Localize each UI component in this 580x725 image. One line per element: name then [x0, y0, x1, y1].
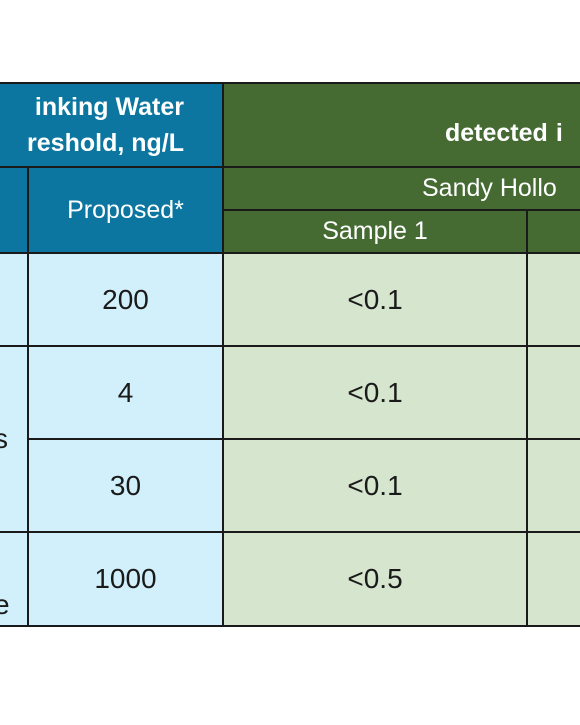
table-row-3-proposed: 30 — [29, 440, 224, 533]
table-row-3-sample-1: <0.1 — [224, 440, 528, 533]
sample-1-value: <0.1 — [347, 283, 403, 315]
sample-1-value: <0.1 — [347, 469, 403, 501]
proposed-value: 200 — [102, 283, 149, 315]
table-row-4-proposed: 1000 — [29, 533, 224, 627]
sample-2-header — [528, 211, 580, 254]
left-label-group-2: s — [0, 347, 29, 533]
sample-1-header: Sample 1 — [224, 211, 528, 254]
detected-header: detected i — [224, 84, 580, 168]
sample-1-value: <0.5 — [347, 563, 403, 594]
table-row-1-sample-1: <0.1 — [224, 254, 528, 347]
header-line-2: reshold, ng/L — [27, 129, 184, 157]
table-row-2-sample-2 — [528, 347, 580, 440]
left-label-group-3: e — [0, 533, 29, 627]
sandy-hollow-label: Sandy Hollo — [422, 174, 557, 202]
detected-label: detected — [445, 118, 548, 147]
table-row-4-sample-1: <0.5 — [224, 533, 528, 627]
table-row-3-sample-2 — [528, 440, 580, 533]
table-row-1-sample-2 — [528, 254, 580, 347]
proposed-value: 4 — [117, 376, 134, 408]
table-row-4-sample-2 — [528, 533, 580, 627]
sample-1-value: <0.1 — [347, 376, 403, 408]
table-top-border — [0, 82, 580, 84]
table-row-2-sample-1: <0.1 — [224, 347, 528, 440]
left-label-fragment-s: s — [0, 423, 8, 455]
table-row-2-proposed: 4 — [29, 347, 224, 440]
left-label-group-1 — [0, 254, 29, 347]
proposed-value: 1000 — [94, 563, 157, 594]
sample-1-label: Sample 1 — [322, 217, 428, 245]
header-line-1: inking Water — [34, 93, 184, 121]
sandy-hollow-header: Sandy Hollo — [224, 168, 580, 211]
table-row-1-proposed: 200 — [29, 254, 224, 347]
proposed-value: 30 — [109, 469, 142, 501]
proposed-label: Proposed* — [67, 195, 184, 224]
proposed-header: Proposed* — [29, 168, 224, 254]
drinking-water-threshold-header: inking Water reshold, ng/L — [0, 84, 224, 168]
detected-tail: i — [555, 118, 563, 147]
left-label-fragment-e: e — [0, 589, 10, 621]
left-header-column — [0, 168, 29, 254]
